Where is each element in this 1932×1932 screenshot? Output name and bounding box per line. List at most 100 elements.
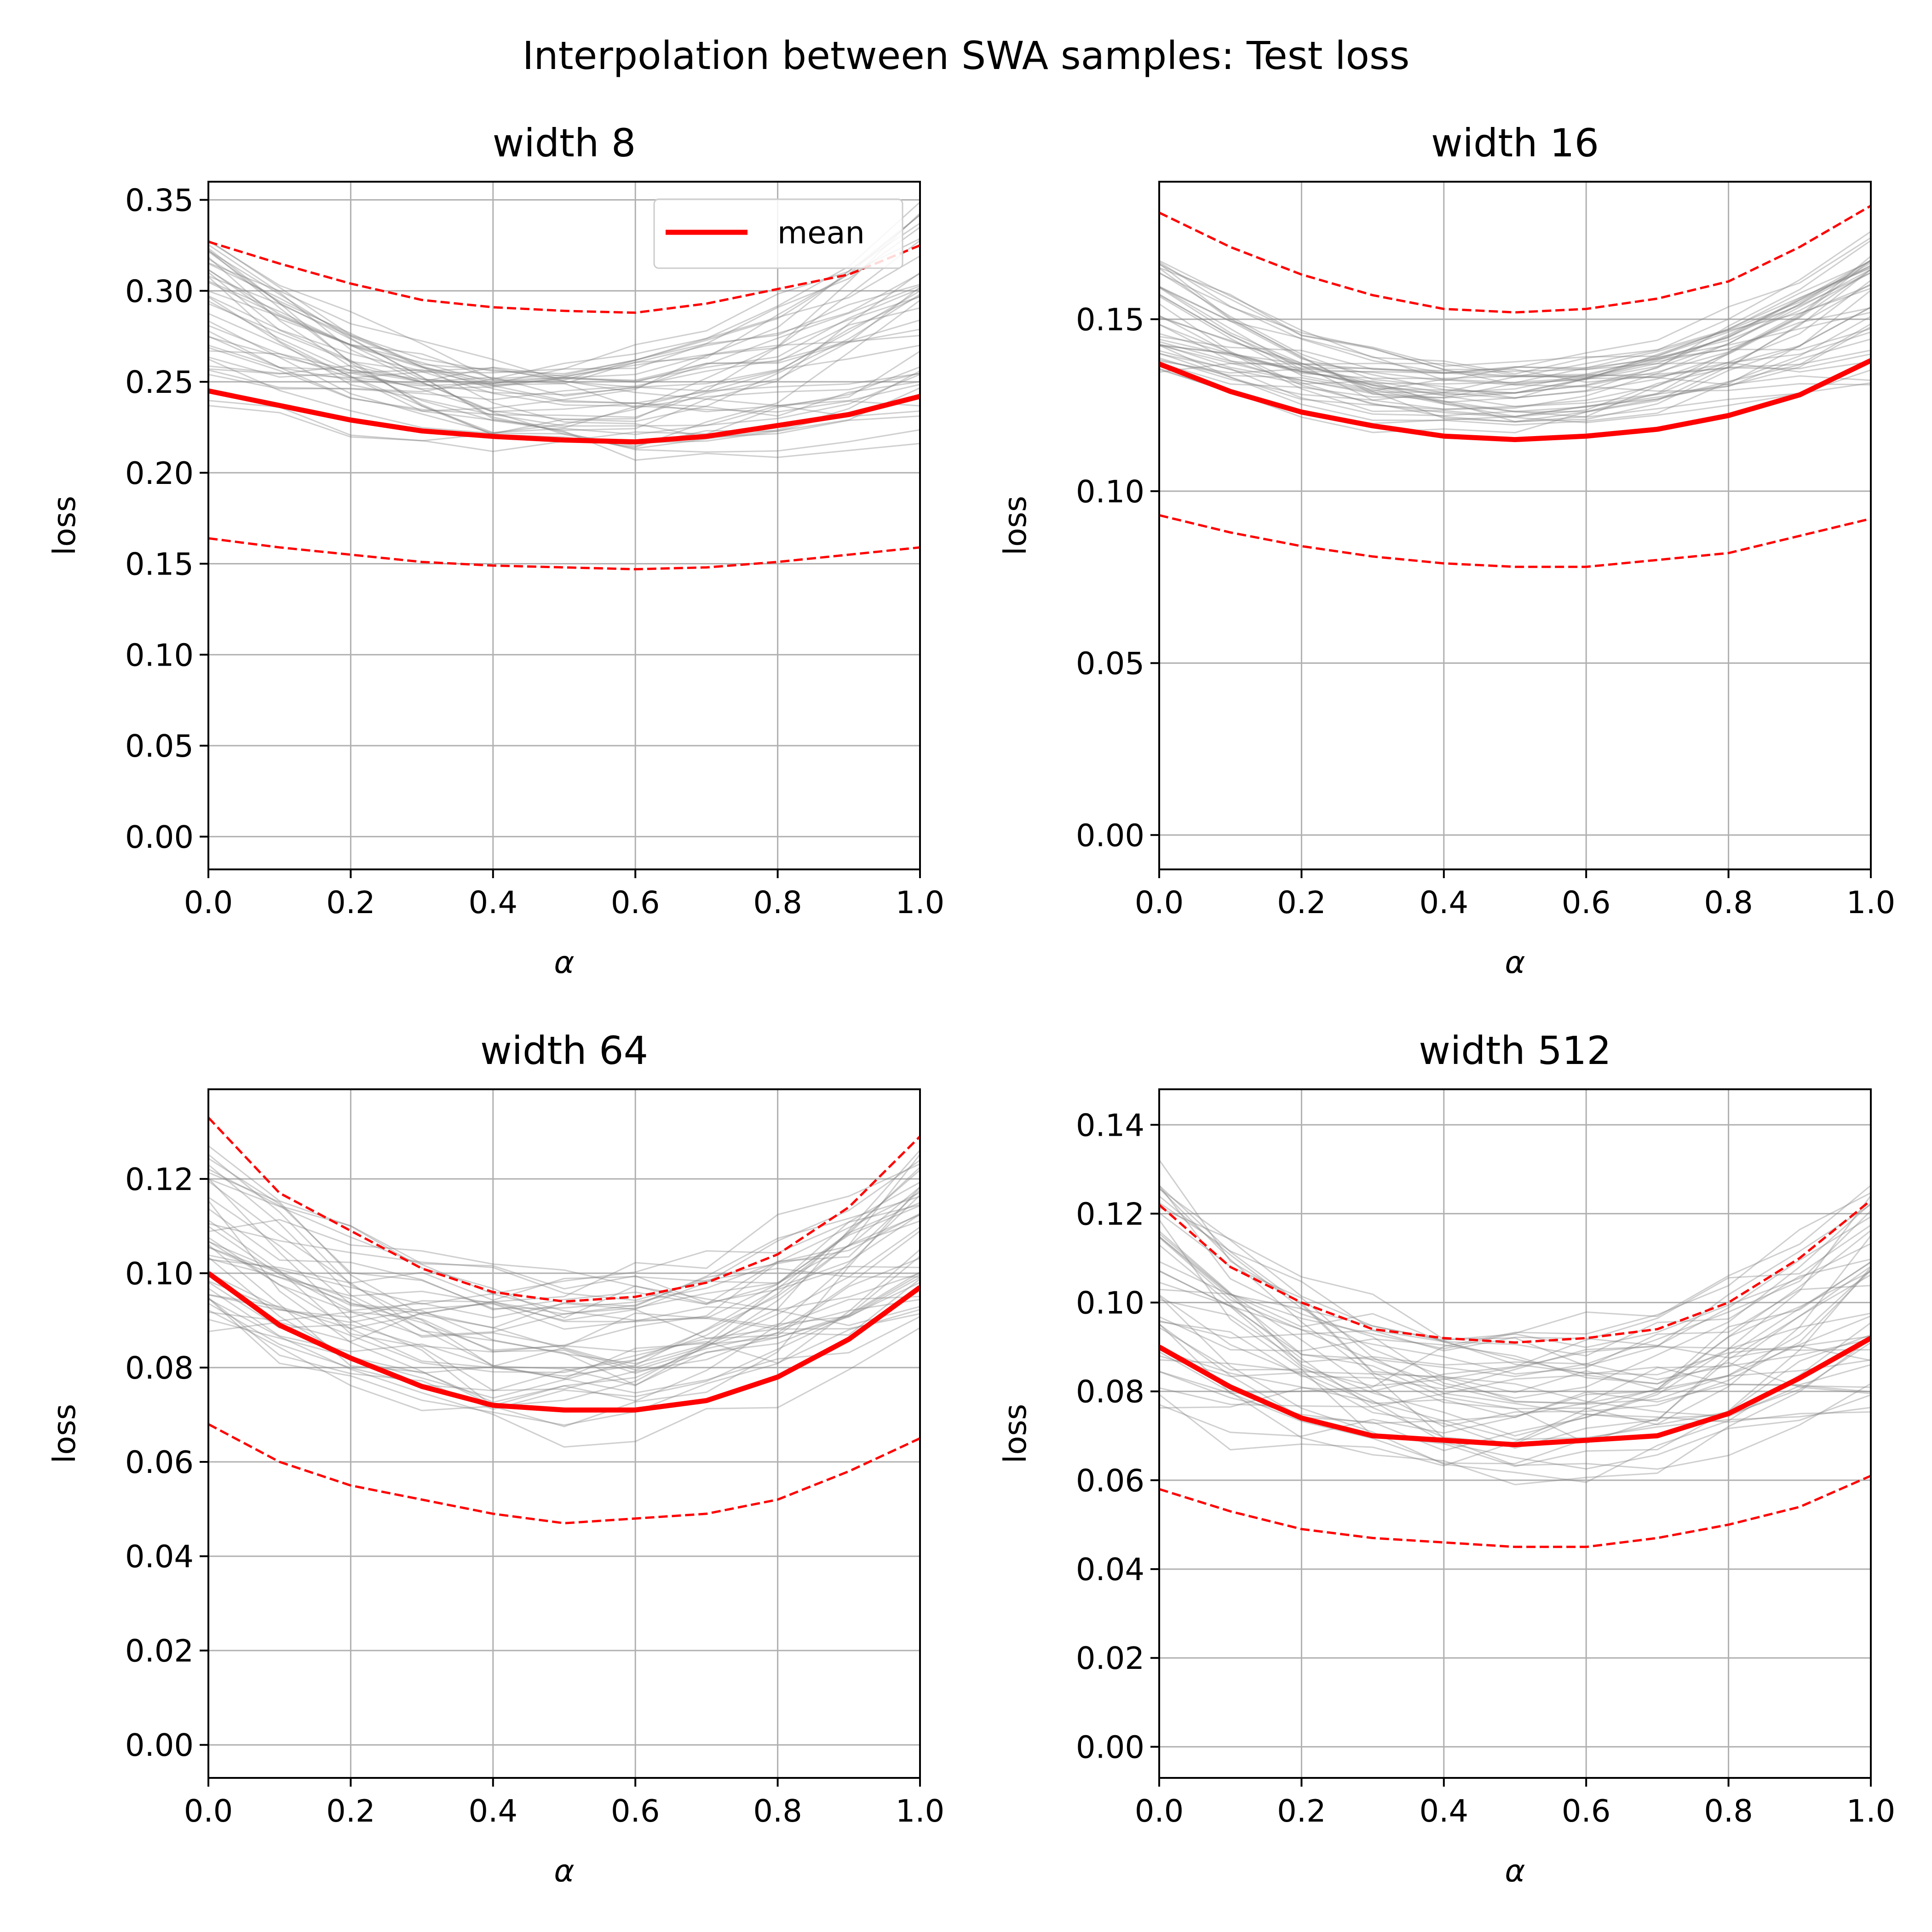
- x-tick-label: 0.6: [1562, 885, 1611, 920]
- sample-curve: [208, 1168, 920, 1304]
- sample-curve: [208, 1219, 920, 1326]
- y-tick-label: 0.12: [1076, 1196, 1144, 1232]
- sample-curve: [208, 319, 920, 401]
- y-tick-label: 0.10: [125, 637, 194, 673]
- axes-frame: [1158, 181, 1872, 870]
- sample-curve: [1159, 1235, 1871, 1465]
- panel-title: width 512: [1419, 1028, 1611, 1073]
- lower-bound-line: [208, 537, 920, 570]
- y-tick-label: 0.06: [125, 1444, 194, 1480]
- sample-curve: [208, 1186, 920, 1353]
- sample-curve: [1159, 262, 1871, 398]
- sample-curve: [208, 350, 920, 397]
- sample-curve: [1159, 1320, 1871, 1359]
- sample-curve: [208, 290, 920, 383]
- y-tick-label: 0.02: [125, 1633, 194, 1669]
- sample-curve: [1159, 237, 1871, 374]
- sample-curve: [208, 1167, 920, 1377]
- x-axis-label: α: [1505, 1853, 1525, 1889]
- sample-curve: [1159, 267, 1871, 367]
- sample-curve: [208, 303, 920, 413]
- y-tick-label: 0.08: [125, 1350, 194, 1386]
- sample-curve: [1159, 1216, 1871, 1387]
- x-tick-label: 1.0: [896, 1793, 945, 1829]
- sample-curve: [208, 296, 920, 386]
- y-tick-label: 0.00: [1076, 1729, 1144, 1765]
- sample-curve: [1159, 1188, 1871, 1470]
- x-axis-label: α: [554, 1853, 574, 1889]
- y-tick-label: 0.08: [1076, 1374, 1144, 1410]
- sample-curve: [1159, 1265, 1871, 1449]
- sample-curve: [208, 1272, 920, 1330]
- x-tick-label: 0.2: [1277, 1793, 1326, 1829]
- sample-curve: [208, 249, 920, 422]
- ticks: 0.0 0.2 0.4 0.6 0.8 1.0 0.00 0.05 0.10 0.15 0.20 0.…: [125, 183, 944, 920]
- sample-curve: [208, 240, 920, 429]
- y-tick-label: 0.05: [125, 728, 194, 764]
- sample-curve: [208, 1257, 920, 1374]
- sample-curve: [208, 1145, 920, 1319]
- panel-title: width 64: [480, 1028, 648, 1073]
- chart-panel-1: 0.0 0.2 0.4 0.6 0.8 1.0 0.00 0.05 0.10 0.15 0.20 0.…: [46, 121, 944, 980]
- upper-bound-line: [208, 241, 920, 314]
- x-axis-label: α: [1505, 944, 1525, 980]
- x-tick-label: 0.0: [184, 885, 233, 920]
- legend-box: [653, 198, 903, 269]
- y-tick-label: 0.25: [125, 364, 194, 400]
- sample-curve: [1159, 1207, 1871, 1367]
- sample-curve: [208, 1237, 920, 1374]
- x-tick-label: 0.8: [1704, 1793, 1753, 1829]
- y-tick-label: 0.02: [1076, 1640, 1144, 1676]
- x-tick-label: 0.8: [753, 1793, 802, 1829]
- sample-curve: [1159, 294, 1871, 413]
- sample-curve: [1159, 1210, 1871, 1377]
- sample-curve: [208, 1258, 920, 1339]
- sample-curve: [208, 1154, 920, 1386]
- panel-title: width 16: [1431, 121, 1599, 166]
- sample-curve: [1159, 336, 1871, 377]
- y-tick-label: 0.15: [125, 546, 194, 582]
- y-tick-label: 0.00: [1076, 817, 1144, 853]
- sample-curve: [208, 1154, 920, 1407]
- figure-title: Interpolation between SWA samples: Test …: [523, 33, 1410, 78]
- plot-area: [208, 1116, 920, 1524]
- y-tick-label: 0.12: [125, 1162, 194, 1197]
- sample-curve: [1159, 1204, 1871, 1390]
- sample-curve: [208, 1298, 920, 1448]
- sample-curve: [208, 295, 920, 388]
- sample-curve: [1159, 264, 1871, 385]
- sample-curve: [208, 262, 920, 417]
- sample-curve: [208, 1157, 920, 1310]
- sample-curve: [208, 1196, 920, 1343]
- sample-curve: [208, 238, 920, 386]
- sample-curve: [208, 358, 920, 447]
- sample-curve: [208, 213, 920, 434]
- sample-curve: [1159, 269, 1871, 410]
- sample-curve: [1159, 1270, 1871, 1470]
- sample-curve: [208, 283, 920, 379]
- sample-curve: [1159, 287, 1871, 408]
- sample-curve: [208, 273, 920, 387]
- sample-curve: [1159, 286, 1871, 392]
- sample-curve: [1159, 1185, 1871, 1426]
- sample-curve: [208, 251, 920, 461]
- sample-curve: [1159, 260, 1871, 375]
- sample-curve: [1159, 1295, 1871, 1483]
- sample-curve: [208, 1205, 920, 1337]
- ticks: 0.0 0.2 0.4 0.6 0.8 1.0 0.00 0.02 0.04 0.06 0.08 0.…: [125, 1162, 944, 1829]
- sample-curve: [208, 1249, 920, 1426]
- sample-curve: [1159, 338, 1871, 417]
- sample-curve: [1159, 1338, 1871, 1485]
- sample-curve: [1159, 316, 1871, 426]
- sample-curve: [208, 1274, 920, 1410]
- sample-curve: [208, 1202, 920, 1311]
- sample-curve: [1159, 1236, 1871, 1444]
- sample-curve: [208, 1213, 920, 1380]
- sample-curve: [208, 214, 920, 385]
- sample-curve: [208, 250, 920, 453]
- sample-curve: [1159, 1185, 1871, 1399]
- sample-curve: [208, 1214, 920, 1392]
- sample-curve: [1159, 272, 1871, 383]
- x-tick-label: 0.2: [326, 1793, 375, 1829]
- sample-curve: [1159, 1202, 1871, 1357]
